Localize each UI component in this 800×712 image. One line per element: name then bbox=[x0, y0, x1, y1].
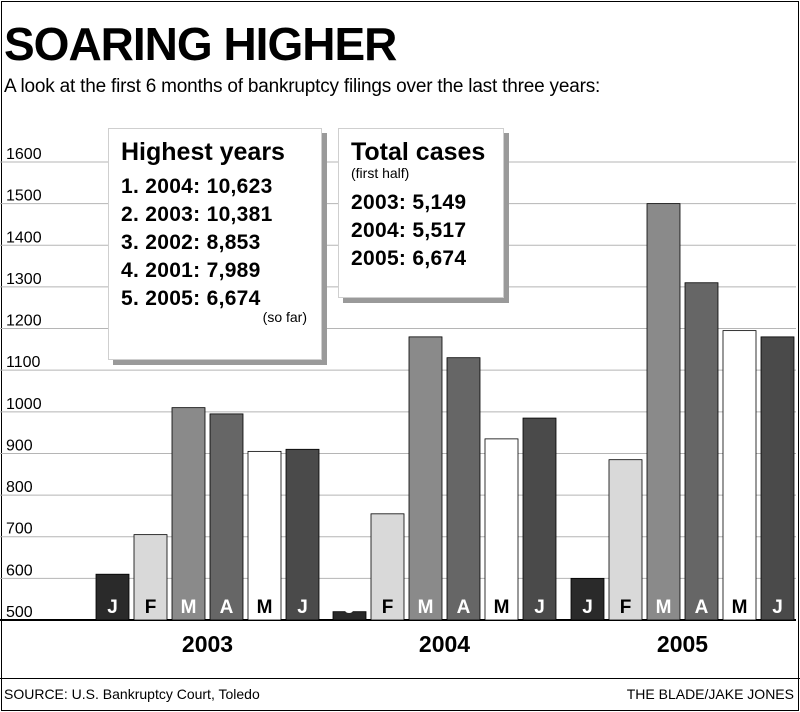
bar-month-label: M bbox=[257, 597, 273, 618]
bar-month-label: A bbox=[695, 597, 709, 618]
y-tick-label: 800 bbox=[6, 479, 33, 496]
credit-note: THE BLADE/JAKE JONES bbox=[626, 686, 794, 702]
highest-years-box: Highest years 1. 2004: 10,623 2. 2003: 1… bbox=[108, 128, 322, 360]
y-tick-label: 500 bbox=[6, 604, 33, 621]
bar bbox=[370, 513, 405, 621]
y-tick-label: 1500 bbox=[6, 188, 42, 205]
bar-month-label: J bbox=[107, 597, 118, 618]
highest-years-item: 1. 2004: 10,623 bbox=[121, 175, 273, 198]
bar bbox=[285, 448, 320, 621]
highest-years-note: (so far) bbox=[262, 309, 307, 325]
y-tick-label: 1000 bbox=[6, 396, 42, 413]
source-note: SOURCE: U.S. Bankruptcy Court, Toledo bbox=[4, 686, 260, 702]
highest-years-item: 3. 2002: 8,853 bbox=[121, 231, 261, 254]
total-cases-item: 2004: 5,517 bbox=[351, 219, 467, 242]
y-tick-label: 1100 bbox=[6, 354, 41, 371]
bar-month-label: M bbox=[732, 597, 748, 618]
bar bbox=[446, 357, 481, 621]
total-cases-item: 2005: 6,674 bbox=[351, 247, 467, 270]
bar-month-label: J bbox=[772, 597, 783, 618]
bar-month-label: F bbox=[382, 597, 394, 618]
bar-month-label: J bbox=[297, 597, 308, 618]
bar bbox=[722, 330, 757, 621]
bar-month-label: M bbox=[181, 597, 197, 618]
bar bbox=[646, 203, 681, 621]
highest-years-item: 4. 2001: 7,989 bbox=[121, 259, 261, 282]
y-tick-label: 600 bbox=[6, 562, 33, 579]
bar-month-label: M bbox=[418, 597, 434, 618]
total-cases-heading: Total cases bbox=[351, 138, 486, 166]
bar-month-label: F bbox=[620, 597, 632, 618]
x-group-label: 2003 bbox=[182, 631, 233, 657]
y-tick-label: 700 bbox=[6, 521, 33, 538]
bar bbox=[522, 417, 557, 621]
bar-month-label: M bbox=[656, 597, 672, 618]
bar bbox=[760, 336, 795, 621]
x-group-label: 2005 bbox=[657, 631, 708, 657]
y-tick-label: 1600 bbox=[6, 146, 42, 163]
bar bbox=[332, 611, 367, 621]
bar bbox=[608, 459, 643, 621]
bar bbox=[209, 413, 244, 621]
bar bbox=[171, 407, 206, 621]
y-tick-label: 1400 bbox=[6, 229, 42, 246]
highest-years-item: 2. 2003: 10,381 bbox=[121, 203, 273, 226]
bar bbox=[684, 282, 719, 621]
bar bbox=[484, 438, 519, 621]
bar-month-label: M bbox=[494, 597, 510, 618]
x-group-label: 2004 bbox=[419, 631, 470, 657]
total-cases-subheading: (first half) bbox=[351, 165, 410, 181]
bar bbox=[408, 336, 443, 621]
bar bbox=[247, 450, 282, 621]
y-tick-label: 900 bbox=[6, 437, 33, 454]
bar-month-label: A bbox=[220, 597, 234, 618]
total-cases-item: 2003: 5,149 bbox=[351, 191, 467, 214]
y-tick-label: 1300 bbox=[6, 271, 42, 288]
bar-month-label: J bbox=[582, 597, 593, 618]
bar bbox=[95, 573, 130, 621]
footer-divider bbox=[0, 678, 800, 679]
chart-subtitle: A look at the first 6 months of bankrupt… bbox=[4, 76, 601, 97]
bar-month-label: J bbox=[534, 597, 545, 618]
bar bbox=[570, 577, 605, 621]
highest-years-heading: Highest years bbox=[121, 138, 285, 166]
y-tick-label: 1200 bbox=[6, 313, 42, 330]
bar-month-label: A bbox=[457, 597, 471, 618]
chart-title: SOARING HIGHER bbox=[4, 18, 397, 70]
bar-month-label: F bbox=[145, 597, 157, 618]
highest-years-item: 5. 2005: 6,674 bbox=[121, 287, 261, 310]
total-cases-box: Total cases (first half) 2003: 5,149 200… bbox=[338, 128, 504, 298]
bar bbox=[133, 534, 168, 621]
bar-month-label: J bbox=[344, 597, 355, 618]
